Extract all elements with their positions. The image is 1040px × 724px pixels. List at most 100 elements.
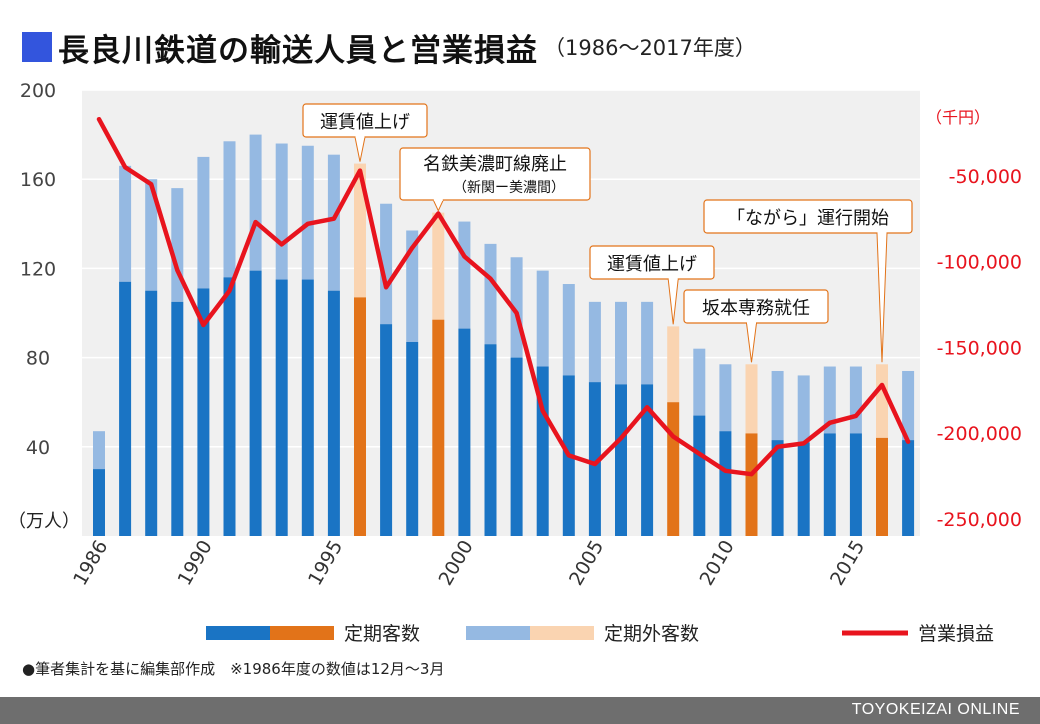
- bar-regular: [823, 433, 836, 536]
- bar-regular: [745, 433, 758, 536]
- bar-non-regular: [249, 134, 262, 271]
- bar-regular: [380, 324, 393, 536]
- x-tick-label: 2005: [565, 537, 608, 590]
- bar-regular: [93, 469, 105, 536]
- left-tick-label: 120: [20, 258, 56, 280]
- bar-non-regular: [458, 221, 471, 329]
- bar-non-regular: [275, 143, 288, 280]
- bar-non-regular: [510, 257, 523, 358]
- annotation-label: 名鉄美濃町線廃止: [423, 154, 567, 175]
- bar-non-regular: [823, 366, 836, 434]
- chart-svg: 運賃値上げ名鉄美濃町線廃止（新関ー美濃間）運賃値上げ坂本専務就任「ながら」運行開…: [8, 80, 1022, 645]
- bar-non-regular: [145, 179, 158, 291]
- annotation-box: [703, 199, 913, 234]
- bar-non-regular: [719, 364, 732, 432]
- bar-regular: [693, 415, 706, 536]
- title-main: 長良川鉄道の輸送人員と営業損益: [58, 32, 538, 69]
- bar-non-regular: [119, 165, 132, 282]
- bar-regular: [615, 384, 627, 536]
- bar-regular: [223, 277, 236, 536]
- annotation-pointer: [354, 136, 366, 162]
- bar-regular: [354, 297, 366, 536]
- bar-regular: [171, 301, 184, 536]
- bar-non-regular: [876, 364, 888, 438]
- bar-regular: [484, 344, 497, 536]
- bar-regular: [249, 270, 262, 536]
- left-tick-label: 80: [26, 348, 50, 370]
- bar-non-regular: [484, 243, 497, 345]
- legend-label-non-regular: 定期外客数: [604, 623, 699, 645]
- left-tick-label: 160: [20, 169, 56, 191]
- annotation-label: 運賃値上げ: [607, 254, 697, 275]
- left-axis-unit: （万人）: [8, 511, 80, 532]
- title-period: （1986～2017年度）: [544, 36, 756, 60]
- left-tick-label: 40: [26, 437, 50, 459]
- bar-non-regular: [223, 141, 236, 278]
- right-axis-unit: （千円）: [926, 108, 990, 127]
- annotation-box: [589, 245, 715, 280]
- footer-bar: TOYOKEIZAI ONLINE: [0, 697, 1040, 724]
- source-note: ●筆者集計を基に編集部作成 ※1986年度の数値は12月～3月: [22, 660, 445, 678]
- right-tick-label: -250,000: [937, 509, 1022, 531]
- annotation-pointer: [745, 322, 758, 363]
- bar-non-regular: [641, 301, 654, 385]
- bar-regular: [667, 402, 680, 536]
- bar-non-regular: [902, 370, 915, 441]
- annotation-label: 「ながら」運行開始: [727, 208, 889, 229]
- profit-line: [96, 116, 911, 477]
- annotation-sublabel: （新関ー美濃間）: [453, 180, 565, 196]
- bar-regular: [719, 431, 732, 536]
- bar-non-regular: [432, 212, 445, 320]
- bar-non-regular: [93, 431, 105, 470]
- annotation-pointer: [667, 278, 679, 325]
- bar-regular: [327, 290, 340, 536]
- legend-swatch-regular: [206, 626, 270, 640]
- bar-regular: [641, 384, 654, 536]
- annotation-label: 運賃値上げ: [320, 112, 410, 133]
- bar-regular: [197, 288, 210, 536]
- annotation-label: 坂本専務就任: [702, 298, 810, 319]
- title-marker: [22, 32, 52, 62]
- annotation-pointer: [876, 232, 888, 363]
- bar-non-regular: [849, 366, 862, 434]
- bar-regular: [432, 319, 445, 536]
- x-tick-label: 1995: [304, 537, 347, 590]
- bar-regular: [145, 290, 158, 536]
- x-tick-label: 2010: [695, 537, 738, 590]
- annotation-pointer: [432, 199, 445, 212]
- brand-logo-text: TOYOKEIZAI ONLINE: [851, 701, 1020, 718]
- annotation-box: [302, 103, 428, 138]
- bar-non-regular: [615, 301, 627, 385]
- bar-regular: [849, 433, 862, 536]
- bar-non-regular: [380, 203, 393, 325]
- bar-non-regular: [588, 301, 601, 383]
- right-tick-label: -100,000: [937, 252, 1022, 274]
- bar-regular: [771, 440, 784, 536]
- right-tick-label: -50,000: [949, 166, 1022, 188]
- bar-regular: [536, 366, 549, 536]
- legend-label-regular: 定期客数: [344, 623, 420, 645]
- right-tick-label: -200,000: [937, 423, 1022, 445]
- bar-regular: [510, 357, 523, 536]
- bar-non-regular: [536, 270, 549, 367]
- x-tick-label: 1986: [69, 537, 112, 590]
- legend-swatch-regular-highlight: [270, 626, 334, 640]
- bar-non-regular: [327, 154, 340, 291]
- bar-non-regular: [301, 145, 314, 280]
- bar-non-regular: [797, 375, 810, 443]
- chart-title: 長良川鉄道の輸送人員と営業損益 （1986～2017年度）: [22, 22, 756, 72]
- bar-non-regular: [693, 348, 706, 416]
- legend-swatch-non-regular-highlight: [530, 626, 594, 640]
- x-tick-label: 2000: [434, 537, 477, 590]
- left-tick-label: 200: [20, 80, 56, 102]
- bar-non-regular: [171, 188, 184, 302]
- x-tick-label: 1990: [173, 537, 216, 590]
- legend-label-line: 営業損益: [918, 623, 994, 645]
- bar-non-regular: [406, 230, 419, 342]
- bar-regular: [301, 279, 314, 536]
- bar-non-regular: [745, 364, 758, 434]
- right-tick-label: -150,000: [937, 337, 1022, 359]
- bar-regular: [797, 442, 810, 536]
- bar-regular: [458, 328, 471, 536]
- bar-regular: [902, 440, 915, 536]
